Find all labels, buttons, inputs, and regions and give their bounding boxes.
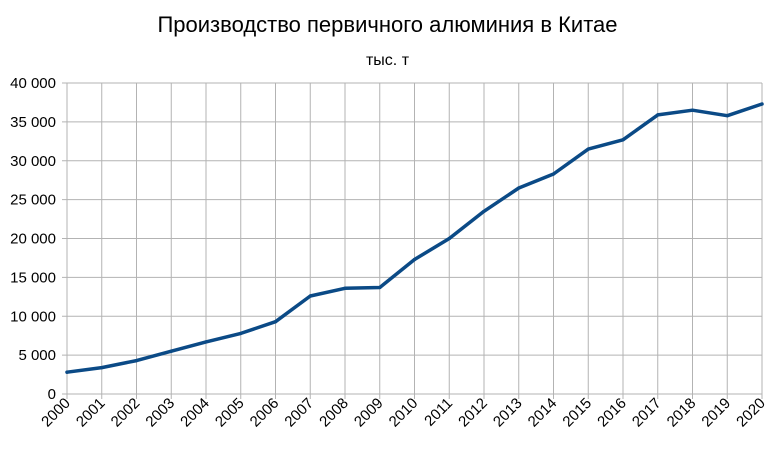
y-tick-label: 20 000 xyxy=(10,231,56,248)
data-point xyxy=(621,138,625,142)
chart-title: Производство первичного алюминия в Китае xyxy=(157,12,618,37)
y-tick-label: 40 000 xyxy=(10,75,56,92)
data-point xyxy=(134,358,139,363)
chart-subtitle: тыс. т xyxy=(365,52,410,69)
data-point xyxy=(273,320,278,324)
y-tick-label: 10 000 xyxy=(10,308,56,325)
data-point xyxy=(378,285,382,290)
data-point xyxy=(169,349,173,353)
y-axis-ticks: 0 5 000 10 000 15 000 20 000 25 000 30 000 35 0… xyxy=(10,75,56,403)
data-point xyxy=(482,209,486,213)
x-tick-label: 2011 xyxy=(421,395,456,430)
x-tick-label: 2009 xyxy=(351,395,387,431)
data-point xyxy=(412,257,417,262)
data-point xyxy=(447,236,451,241)
x-tick-label: 2018 xyxy=(664,395,700,431)
x-axis-ticks: 2000 2001 2002 2003 2004 2005 2006 2007 2008 2009… xyxy=(38,395,769,431)
x-tick-label: 2019 xyxy=(698,395,734,431)
grid-lines xyxy=(62,82,763,399)
data-point xyxy=(690,108,695,112)
x-tick-label: 2017 xyxy=(629,395,665,431)
x-tick-label: 2008 xyxy=(316,395,352,431)
x-tick-label: 2016 xyxy=(594,395,630,431)
x-tick-label: 2007 xyxy=(281,395,317,431)
x-tick-label: 2010 xyxy=(386,395,422,431)
x-tick-label: 2001 xyxy=(73,395,109,431)
x-tick-label: 2005 xyxy=(212,395,248,431)
data-point xyxy=(239,331,243,335)
data-point xyxy=(517,186,521,190)
x-tick-label: 2020 xyxy=(733,395,769,431)
y-tick-label: 15 000 xyxy=(10,269,56,286)
y-tick-label: 5 000 xyxy=(18,347,56,364)
data-point xyxy=(343,286,347,290)
x-tick-label: 2002 xyxy=(108,395,144,431)
data-point xyxy=(65,370,69,374)
data-point xyxy=(656,113,660,117)
data-point xyxy=(725,114,729,118)
x-tick-label: 2015 xyxy=(559,395,595,431)
x-tick-label: 2003 xyxy=(142,395,178,431)
data-point xyxy=(100,365,104,370)
x-tick-label: 2012 xyxy=(455,395,491,431)
data-point xyxy=(204,340,208,344)
x-tick-label: 2000 xyxy=(38,395,74,431)
data-series xyxy=(65,102,764,374)
x-tick-label: 2013 xyxy=(490,395,526,431)
x-tick-label: 2004 xyxy=(177,395,213,431)
data-point xyxy=(551,172,556,176)
data-point xyxy=(760,102,764,106)
y-tick-label: 25 000 xyxy=(10,192,56,209)
x-tick-label: 2014 xyxy=(525,395,561,431)
x-tick-label: 2006 xyxy=(247,395,283,431)
data-point xyxy=(308,294,312,298)
y-tick-label: 35 000 xyxy=(10,114,56,131)
y-tick-label: 30 000 xyxy=(10,153,56,170)
data-point xyxy=(586,147,590,151)
y-tick-label: 0 xyxy=(48,386,56,403)
